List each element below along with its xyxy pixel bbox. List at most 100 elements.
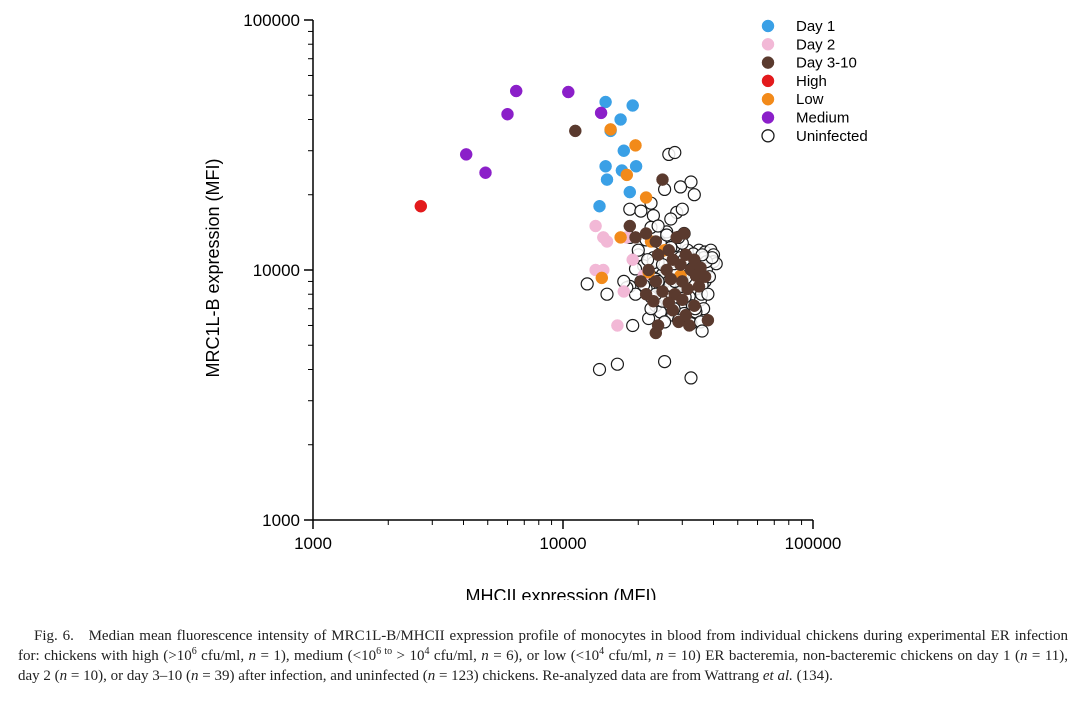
- point-low: [629, 139, 642, 152]
- point-day-1: [599, 160, 612, 173]
- point-medium: [562, 85, 575, 99]
- caption-sup: 6 to: [376, 646, 393, 657]
- legend-marker-high: [761, 74, 775, 88]
- caption-text: (134).: [792, 668, 833, 684]
- point-day-3-10: [683, 319, 696, 332]
- point-day-3-10: [649, 275, 663, 288]
- legend-label-day-2: Day 2: [796, 36, 835, 53]
- legend-marker-day-3-10: [761, 56, 775, 69]
- point-day-3-10: [649, 326, 663, 340]
- point-uninfected: [687, 188, 701, 202]
- legend-marker-medium: [761, 111, 775, 124]
- caption-italic: n: [655, 648, 664, 664]
- point-day-3-10: [692, 280, 706, 293]
- legend-label-low: Low: [796, 91, 824, 108]
- point-medium: [459, 148, 473, 161]
- point-day-3-10: [623, 219, 637, 233]
- point-day-3-10: [672, 315, 685, 329]
- point-uninfected: [684, 175, 698, 189]
- point-medium: [501, 107, 514, 121]
- legend-label-uninfected: Uninfected: [796, 128, 868, 145]
- caption-italic: n: [481, 648, 489, 664]
- legend-marker-low: [761, 92, 775, 106]
- point-day-3-10: [674, 258, 687, 271]
- point-day-3-10: [651, 248, 665, 262]
- point-high: [414, 199, 428, 213]
- caption-text: = 123) chickens. Re-analyzed data are fr…: [435, 668, 763, 684]
- point-day-1: [626, 99, 639, 112]
- point-day-3-10: [629, 231, 642, 244]
- point-low: [604, 123, 617, 136]
- caption-text: cfu/ml,: [604, 648, 656, 664]
- point-day-1: [623, 185, 637, 199]
- point-uninfected: [600, 287, 614, 301]
- point-day-2: [626, 253, 639, 266]
- point-uninfected: [673, 180, 688, 194]
- point-uninfected: [610, 357, 625, 371]
- point-day-3-10: [649, 235, 663, 248]
- point-day-1: [593, 199, 606, 213]
- caption-text: = 11), day 2 (: [18, 648, 1069, 684]
- caption-text: = 10), or day 3–10 (: [67, 668, 192, 684]
- caption-italic: et al.: [762, 668, 793, 684]
- point-day-3-10: [664, 272, 678, 286]
- point-uninfected: [695, 324, 709, 338]
- point-day-3-10: [639, 227, 653, 240]
- point-day-3-10: [688, 299, 701, 312]
- x-tick-label-100000: 100000: [785, 534, 842, 553]
- point-day-3-10: [701, 313, 715, 327]
- caption-italic: n: [427, 668, 436, 684]
- point-uninfected: [701, 287, 715, 301]
- point-uninfected: [657, 355, 672, 369]
- scatter-chart: 1000 10000 100000 1000 10000 100000 MHCI…: [203, 11, 868, 600]
- point-uninfected: [592, 362, 607, 377]
- point-day-3-10: [656, 173, 669, 186]
- caption-text: = 39) after infection, and uninfected (: [198, 668, 428, 684]
- point-medium: [509, 84, 523, 98]
- point-day-1: [617, 144, 631, 157]
- figure-caption: Fig. 6. Median mean fluorescence intensi…: [18, 626, 1068, 686]
- point-low: [639, 191, 653, 204]
- caption-text: = 6), or low (<10: [488, 648, 600, 664]
- point-uninfected: [651, 219, 665, 233]
- caption-italic: n: [1019, 648, 1028, 664]
- point-day-1: [614, 113, 627, 126]
- legend-label-high: High: [796, 73, 827, 90]
- legend-marker-uninfected: [761, 129, 775, 143]
- caption-text: = 10) ER bacteremia, non-bacteremic chic…: [663, 648, 1020, 664]
- point-day-1: [599, 95, 612, 109]
- point-day-1: [600, 173, 614, 186]
- caption-text: > 10: [392, 648, 425, 664]
- point-low: [620, 168, 634, 182]
- tick-labels: 1000 10000 100000 1000 10000 100000: [243, 11, 841, 553]
- caption-sup: 4: [599, 646, 605, 657]
- point-uninfected: [664, 212, 678, 226]
- y-axis-title: MRC1L-B expression (MFI): [203, 158, 223, 377]
- legend-marker-day-1: [761, 19, 775, 33]
- point-day-3-10: [647, 294, 660, 308]
- point-medium: [594, 106, 608, 120]
- x-tick-label-1000: 1000: [294, 534, 332, 553]
- point-day-2: [617, 285, 631, 298]
- point-day-3-10: [634, 275, 648, 288]
- x-axis-title: MHCII expression (MFI): [465, 586, 656, 600]
- y-tick-label-100000: 100000: [243, 11, 300, 30]
- point-uninfected: [631, 243, 645, 257]
- point-day-2: [589, 219, 602, 233]
- figure: 1000 10000 100000 1000 10000 100000 MHCI…: [203, 11, 868, 600]
- caption-sup: 4: [424, 646, 430, 657]
- x-tick-label-10000: 10000: [539, 534, 586, 553]
- point-day-3-10: [569, 124, 582, 138]
- point-medium: [479, 166, 492, 179]
- point-day-2: [600, 235, 614, 248]
- point-uninfected: [668, 145, 682, 160]
- legend-label-day-1: Day 1: [796, 18, 835, 35]
- point-low: [614, 231, 627, 244]
- ticks: [304, 19, 814, 529]
- y-tick-label-10000: 10000: [253, 261, 300, 280]
- point-day-3-10: [698, 270, 712, 283]
- point-day-3-10: [642, 263, 655, 277]
- caption-italic: n: [248, 648, 257, 664]
- caption-italic: n: [191, 668, 199, 684]
